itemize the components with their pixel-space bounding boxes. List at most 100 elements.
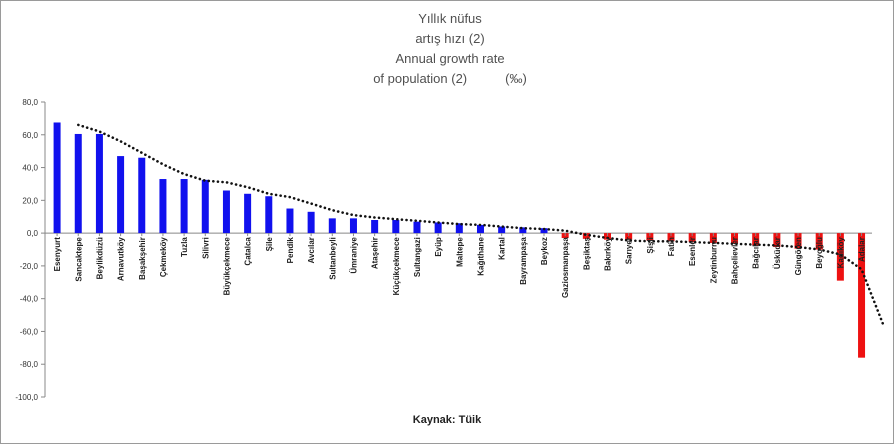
y-tick-label: 20,0: [22, 196, 38, 205]
bar: [349, 218, 357, 234]
category-label: Adalar: [858, 237, 867, 262]
category-label: Çekmeköy: [159, 237, 168, 278]
bar: [117, 156, 125, 234]
bar: [74, 133, 82, 234]
category-label: Gaziosmanpaşa: [561, 237, 570, 298]
bar: [625, 233, 633, 240]
bar: [519, 227, 527, 234]
y-tick-label: 60,0: [22, 131, 38, 140]
category-label: Beylikdüzü: [95, 237, 104, 279]
y-tick-label: -40,0: [20, 295, 39, 304]
category-label: Şile: [265, 237, 274, 252]
y-tick-label: -100,0: [15, 393, 38, 402]
category-label: Büyükçekmece: [222, 237, 231, 296]
bar: [604, 233, 612, 240]
bar: [328, 218, 336, 234]
bar: [434, 222, 442, 234]
bar: [794, 233, 802, 249]
category-label: Kağıthane: [476, 237, 485, 276]
bar: [392, 220, 400, 234]
category-label: Maltepe: [455, 237, 464, 267]
category-label: Sultangazi: [413, 237, 422, 277]
title-line-3: Annual growth rate: [395, 51, 505, 66]
category-label: Sancaktepe: [74, 237, 83, 282]
category-label: Zeytinburnu: [709, 237, 718, 283]
bar: [138, 157, 146, 234]
category-label: Eyüp: [434, 237, 443, 257]
bar: [159, 179, 167, 234]
bar: [265, 196, 273, 234]
y-tick-label: 0,0: [27, 229, 39, 238]
category-label: Bağcılar: [752, 237, 761, 269]
category-labels: Esenyurt Sancaktepe Beylikdüzü Arnavutköy Ba…: [53, 237, 866, 298]
bar: [773, 233, 781, 248]
category-label: Sarıyer: [625, 237, 634, 264]
bar: [731, 233, 739, 244]
category-label: Şişli: [646, 237, 655, 253]
bars: [53, 122, 866, 358]
bar: [646, 233, 654, 241]
trend-line: [77, 123, 885, 325]
category-label: Kartal: [498, 237, 507, 260]
y-tick-label: -60,0: [20, 327, 39, 336]
bar: [244, 193, 252, 234]
y-tick-label: 40,0: [22, 164, 38, 173]
category-label: Beşiktaş: [582, 237, 591, 270]
category-label: Pendik: [286, 237, 295, 264]
y-tick-label: -20,0: [20, 262, 39, 271]
bar: [53, 122, 61, 234]
bar: [95, 133, 103, 234]
bar: [858, 233, 866, 358]
bar: [286, 208, 294, 234]
bar: [815, 233, 823, 250]
bar: [709, 233, 717, 243]
bar: [476, 224, 484, 234]
bar: [455, 223, 463, 234]
bar: [688, 233, 696, 243]
bar: [540, 228, 548, 234]
category-label: Ümraniye: [349, 237, 358, 274]
bar: [752, 233, 760, 246]
category-label: Bayrampaşa: [519, 237, 528, 285]
trendline: [77, 123, 885, 325]
bar: [222, 190, 230, 234]
category-label: Güngören: [794, 237, 803, 275]
y-tick-label: 80,0: [22, 98, 38, 107]
chart-title: Yıllık nüfus artış hızı (2) Annual growt…: [300, 9, 600, 89]
bar: [498, 226, 506, 234]
category-label: Beykoz: [540, 237, 549, 265]
category-label: Arnavutköy: [117, 237, 126, 282]
title-line-4-text: of population (2): [373, 71, 468, 86]
category-label: Tuzla: [180, 237, 189, 257]
bar: [836, 233, 844, 281]
category-label: Esenler: [688, 237, 697, 266]
category-label: Kadıköy: [836, 237, 845, 269]
title-line-2: artış hızı (2): [415, 31, 485, 46]
category-label: Silivri: [201, 237, 210, 259]
bar: [180, 179, 188, 234]
category-label: Üsküdar: [773, 237, 782, 269]
bar: [371, 220, 379, 234]
bar: [667, 233, 675, 242]
category-label: Esenyurt: [53, 237, 62, 272]
category-label: Ataşehir: [371, 237, 380, 269]
bar: [201, 179, 209, 234]
category-label: Bahçelievler: [731, 237, 740, 284]
category-label: Fatih: [667, 237, 676, 256]
y-tick-label: -80,0: [20, 360, 39, 369]
category-label: Çatalca: [244, 237, 253, 266]
bar: [307, 211, 315, 234]
category-label: Avcılar: [307, 237, 316, 263]
title-line-1: Yıllık nüfus: [418, 11, 482, 26]
title-line-4: of population (2) (‰): [300, 69, 600, 89]
bar: [413, 221, 421, 234]
unit-label: (‰): [505, 71, 527, 86]
category-label: Küçükçekmece: [392, 237, 401, 296]
category-label: Bakırköy: [604, 237, 613, 271]
source-note: Kaynak: Tüik: [412, 414, 482, 426]
category-label: Başakşehir: [138, 237, 147, 280]
category-label: Beyoğlu: [815, 237, 824, 269]
category-label: Sultanbeyli: [328, 237, 337, 280]
